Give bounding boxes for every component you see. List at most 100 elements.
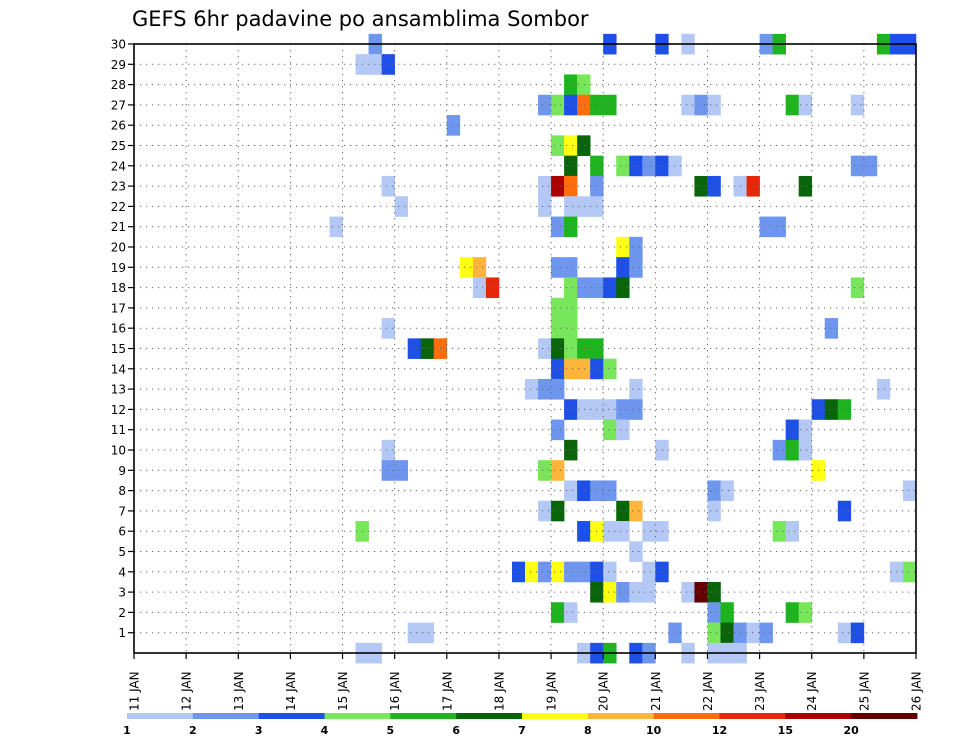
y-tick-label: 28 [111,78,126,92]
y-tick-label: 27 [111,98,126,112]
legend-tick-label: 20 [844,724,860,737]
y-tick-label: 25 [111,139,126,153]
precip-cell [538,94,552,116]
legend-swatch [127,713,194,719]
y-tick-label: 26 [111,119,126,133]
precip-cell [551,419,565,441]
precip-cell [564,358,578,380]
precip-cell [629,236,643,258]
y-tick-label: 21 [111,220,126,234]
precip-cell [525,561,539,583]
precip-cell [837,500,852,522]
y-tick-label: 8 [118,484,126,498]
x-tick-label: 23 JAN [753,671,767,711]
precip-cell [629,155,643,177]
precip-cell [616,581,630,603]
precip-cell [603,581,617,603]
precip-cell [472,277,487,299]
precip-cell [785,439,799,461]
precip-cell [629,541,643,562]
x-axis: 11 JAN 12 JAN 13 JAN 14 JAN 15 JAN 16 JAN 17 J… [128,653,924,711]
legend-tick-label: 6 [452,724,460,737]
precip-cell [616,500,630,522]
precip-cell [616,257,630,278]
precip-cell [642,581,656,603]
precip-cell [564,318,578,339]
precip-cell [798,94,813,116]
precip-cell [746,622,760,644]
precip-cell [785,94,799,116]
precip-cell [798,419,813,441]
legend-tick-label: 3 [255,724,263,737]
precip-cell [603,94,617,116]
precip-cell [603,480,617,502]
x-tick-label: 26 JAN [910,671,924,711]
legend-tick-label: 12 [712,724,727,737]
precip-cell [759,622,773,644]
precip-cell [485,277,500,299]
precip-cell [603,277,617,299]
precip-cell [694,175,708,197]
precip-cell [629,581,643,603]
precip-cell [824,399,839,420]
precip-cell [707,622,721,644]
legend-swatch [258,713,325,719]
precip-cell [551,338,565,359]
precip-cell [772,439,786,461]
precip-cell [720,480,734,502]
color-legend: 1 2 3 4 5 6 7 8 10 12 15 20 [123,713,918,737]
legend-tick-label: 10 [646,724,662,737]
x-tick-label: 14 JAN [284,671,298,711]
precip-cell [694,94,708,116]
precip-cell [459,257,474,278]
legend-tick-label: 15 [778,724,793,737]
precip-cell [902,561,917,583]
precip-cell [564,155,578,177]
legend-swatch [851,713,918,719]
precip-cell [538,561,552,583]
precip-cell [381,439,395,461]
precip-cell [394,460,408,481]
legend-tick-label: 1 [123,724,131,737]
precip-cell [381,54,395,75]
y-tick-label: 14 [111,362,126,376]
precip-cell [707,602,721,623]
precip-cell [538,196,552,217]
precip-cell [837,399,852,420]
legend-tick-label: 5 [387,724,395,737]
precip-cell [381,175,395,197]
precip-cell [577,521,591,542]
x-tick-label: 11 JAN [128,671,142,711]
x-tick-label: 25 JAN [857,671,871,711]
y-tick-label: 11 [111,423,126,437]
x-tick-label: 16 JAN [388,671,402,711]
y-axis: 1234567891011121314151617181920212223242… [111,38,134,640]
x-tick-label: 22 JAN [701,671,715,711]
legend-swatch [390,713,457,719]
precip-cell [603,561,617,583]
precip-cell [707,94,721,116]
y-tick-label: 20 [111,241,126,255]
precip-cell [564,277,578,299]
precip-cell [577,196,591,217]
precip-cell [707,500,721,522]
precip-cell [446,115,461,136]
y-tick-label: 10 [111,444,126,458]
precip-cell [681,94,695,116]
precip-cell [837,622,852,644]
precip-cell [564,338,578,359]
precip-cell [720,622,734,644]
precip-cell [629,399,643,420]
precip-cell [407,622,422,644]
precip-cell [629,378,643,400]
precip-cell [642,155,656,177]
precip-cell [616,399,630,420]
precip-cell [564,175,578,197]
y-tick-label: 29 [111,58,126,72]
precip-cell [850,155,865,177]
y-tick-label: 19 [111,261,126,275]
precip-cell [564,196,578,217]
precip-cell [863,155,878,177]
y-tick-label: 3 [118,586,126,600]
